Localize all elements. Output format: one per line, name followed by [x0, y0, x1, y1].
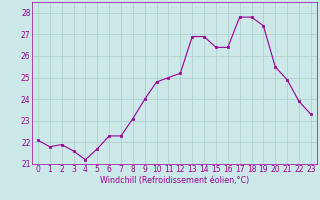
- X-axis label: Windchill (Refroidissement éolien,°C): Windchill (Refroidissement éolien,°C): [100, 176, 249, 185]
